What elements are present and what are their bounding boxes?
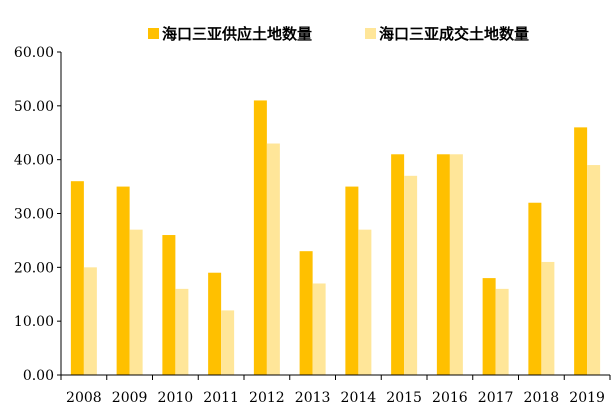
bar-supply-2012	[253, 100, 267, 375]
bar-transaction-2013	[312, 283, 326, 375]
bar-transaction-2014	[358, 229, 372, 375]
x-tick-label: 2013	[295, 390, 331, 406]
legend-label-0: 海口三亚供应土地数量	[162, 25, 312, 43]
bars	[70, 100, 601, 375]
x-axis: 2008 2009 2010 2011 2012 2013 2014 2015 2016 2017…	[60, 374, 611, 406]
x-tick-label: 2012	[249, 390, 285, 406]
x-tick-label: 2016	[432, 390, 468, 406]
bar-supply-2019	[574, 127, 588, 375]
legend-label-1: 海口三亚成交土地数量	[379, 25, 529, 43]
legend-swatch-1	[365, 28, 376, 39]
bar-supply-2008	[70, 181, 84, 375]
y-tick-label: 30.00	[14, 207, 54, 223]
bar-transaction-2015	[404, 175, 418, 375]
bar-transaction-2018	[541, 261, 555, 375]
bar-supply-2016	[436, 154, 450, 375]
y-tick-label: 20.00	[14, 260, 54, 276]
legend: 海口三亚供应土地数量 海口三亚成交土地数量	[148, 25, 529, 43]
bar-supply-2014	[345, 186, 359, 375]
y-axis: 0.00 10.00 20.00 30.00 40.00 50.00 60.00	[14, 45, 62, 384]
bar-transaction-2009	[129, 229, 143, 375]
bar-transaction-2016	[449, 154, 463, 375]
x-tick-label: 2010	[158, 390, 194, 406]
y-tick-label: 40.00	[14, 153, 54, 169]
bar-transaction-2017	[495, 288, 509, 375]
x-tick-label: 2019	[569, 390, 605, 406]
x-tick-label: 2014	[341, 390, 377, 406]
bar-supply-2013	[299, 251, 313, 375]
x-tick-label: 2015	[386, 390, 422, 406]
bar-supply-2011	[208, 272, 222, 375]
bar-transaction-2010	[175, 288, 189, 375]
legend-swatch-0	[148, 28, 159, 39]
x-tick-label: 2009	[112, 390, 148, 406]
bar-transaction-2012	[266, 143, 280, 375]
bar-supply-2009	[116, 186, 130, 375]
y-tick-label: 10.00	[14, 314, 54, 330]
bar-supply-2018	[528, 202, 542, 375]
bar-supply-2015	[391, 154, 405, 375]
x-tick-label: 2017	[478, 390, 514, 406]
bar-transaction-2019	[587, 165, 601, 375]
x-tick-label: 2011	[203, 390, 239, 406]
bar-supply-2017	[482, 278, 496, 375]
bar-transaction-2008	[83, 267, 97, 375]
x-tick-label: 2008	[66, 390, 102, 406]
bar-transaction-2011	[221, 310, 235, 375]
y-tick-label: 60.00	[14, 45, 54, 61]
y-tick-label: 0.00	[23, 368, 54, 384]
x-tick-label: 2018	[524, 390, 560, 406]
y-tick-label: 50.00	[14, 99, 54, 115]
bar-supply-2010	[162, 235, 176, 375]
